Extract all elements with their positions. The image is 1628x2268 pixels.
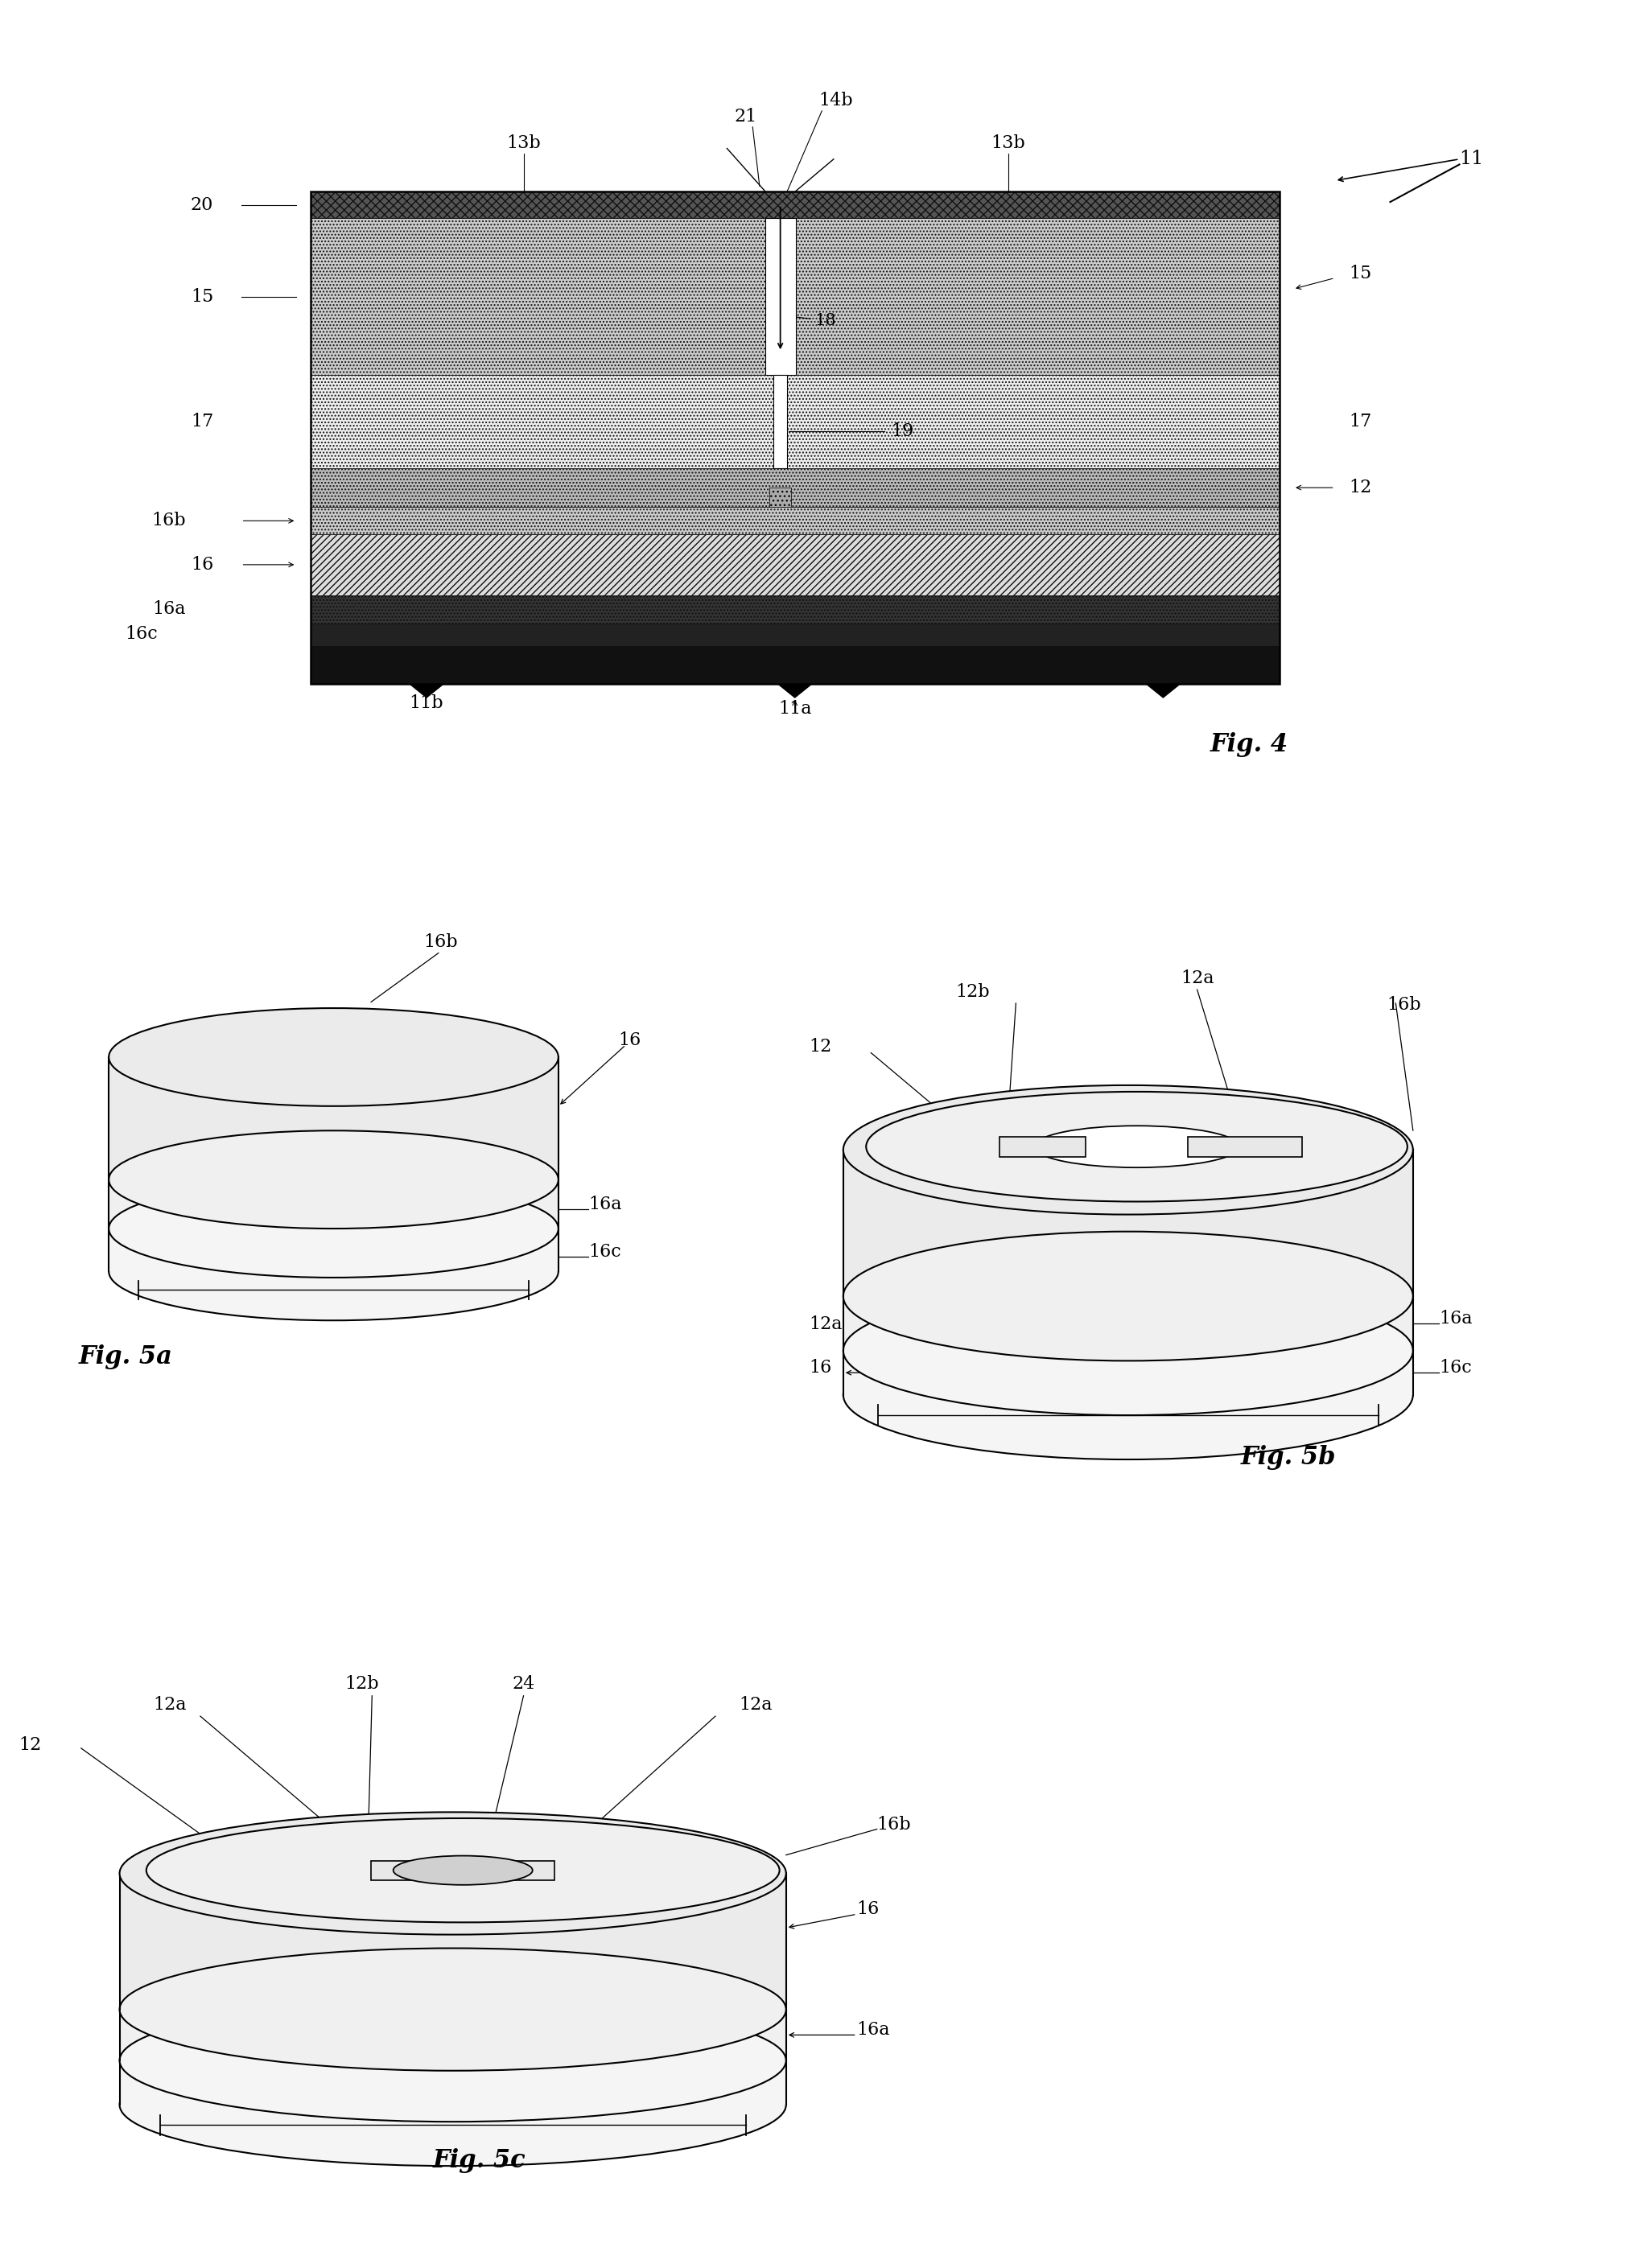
Text: 20: 20	[190, 195, 213, 213]
Text: 16a: 16a	[588, 1195, 622, 1213]
Text: 17: 17	[190, 413, 213, 431]
Text: Fig. 5c: Fig. 5c	[433, 2148, 526, 2173]
Ellipse shape	[843, 1232, 1411, 1361]
Text: 16a: 16a	[856, 2021, 891, 2039]
Ellipse shape	[147, 1819, 780, 1923]
Text: 16b: 16b	[1387, 996, 1421, 1014]
Bar	[309, 374, 1280, 467]
Bar	[309, 644, 1280, 685]
Polygon shape	[843, 1150, 1411, 1295]
Ellipse shape	[109, 1222, 558, 1320]
Ellipse shape	[119, 1812, 786, 1935]
Ellipse shape	[866, 1091, 1407, 1202]
Polygon shape	[119, 2059, 786, 2105]
Text: 11: 11	[1459, 150, 1483, 168]
Ellipse shape	[843, 1329, 1411, 1461]
Text: 11a: 11a	[778, 701, 811, 717]
Polygon shape	[843, 1295, 1411, 1352]
Polygon shape	[119, 1873, 786, 2009]
Text: 19: 19	[891, 422, 913, 440]
Bar	[309, 594, 1280, 624]
Bar	[371, 1860, 554, 1880]
Polygon shape	[843, 1352, 1411, 1395]
Polygon shape	[119, 2009, 786, 2059]
Text: 12: 12	[1348, 479, 1371, 497]
Bar	[768, 488, 791, 508]
Polygon shape	[1146, 685, 1179, 699]
Ellipse shape	[843, 1084, 1411, 1216]
Bar	[309, 508, 1280, 535]
Text: 16b: 16b	[423, 932, 457, 950]
Text: 12b: 12b	[345, 1676, 379, 1692]
Polygon shape	[109, 1179, 558, 1229]
Ellipse shape	[119, 2043, 786, 2166]
Ellipse shape	[109, 1007, 558, 1107]
Bar	[309, 191, 1280, 685]
Text: 16b: 16b	[876, 1814, 910, 1833]
Text: 16c: 16c	[125, 626, 158, 644]
Bar	[1000, 1136, 1084, 1157]
Polygon shape	[109, 1057, 558, 1179]
Text: 16: 16	[619, 1032, 641, 1048]
Bar	[773, 374, 786, 467]
Text: 12a: 12a	[807, 1315, 842, 1334]
Text: 13b: 13b	[990, 134, 1024, 152]
Text: 17: 17	[1348, 413, 1371, 431]
Text: 12: 12	[18, 1737, 41, 1753]
Ellipse shape	[1034, 1125, 1239, 1168]
Text: 12a: 12a	[739, 1696, 772, 1712]
Text: Fig. 5a: Fig. 5a	[78, 1345, 173, 1370]
Text: 18: 18	[814, 313, 835, 329]
Text: 13b: 13b	[506, 134, 540, 152]
Text: 12a: 12a	[1180, 968, 1213, 987]
Bar	[309, 535, 1280, 594]
Text: 14b: 14b	[819, 93, 853, 109]
Text: 15: 15	[190, 288, 213, 306]
Bar	[309, 624, 1280, 644]
Ellipse shape	[109, 1179, 558, 1277]
Polygon shape	[410, 685, 443, 699]
Ellipse shape	[392, 1855, 532, 1885]
Text: Fig. 4: Fig. 4	[1210, 733, 1288, 758]
Text: 16a: 16a	[151, 601, 186, 619]
Text: 24: 24	[511, 1676, 534, 1692]
Bar	[1187, 1136, 1301, 1157]
Text: 16: 16	[807, 1359, 830, 1377]
Text: 16c: 16c	[1438, 1359, 1472, 1377]
Ellipse shape	[119, 2000, 786, 2123]
Text: 21: 21	[734, 109, 757, 125]
Text: Fig. 5b: Fig. 5b	[1241, 1445, 1335, 1470]
Text: 11b: 11b	[409, 694, 443, 712]
Text: 16a: 16a	[1438, 1309, 1472, 1327]
Bar	[309, 191, 1280, 218]
Polygon shape	[109, 1229, 558, 1272]
Ellipse shape	[119, 1948, 786, 2071]
Bar	[309, 467, 1280, 508]
Text: 12: 12	[807, 1036, 830, 1055]
Text: 12a: 12a	[153, 1696, 187, 1712]
Polygon shape	[778, 685, 811, 699]
Bar	[765, 218, 794, 374]
Ellipse shape	[843, 1286, 1411, 1415]
Text: 16b: 16b	[151, 513, 186, 531]
Text: 16: 16	[190, 556, 213, 574]
Ellipse shape	[109, 1129, 558, 1229]
Text: 16c: 16c	[588, 1243, 620, 1261]
Bar	[309, 218, 1280, 374]
Text: 15: 15	[1348, 265, 1371, 281]
Text: 12b: 12b	[956, 982, 990, 1000]
Text: 16: 16	[856, 1901, 879, 1919]
